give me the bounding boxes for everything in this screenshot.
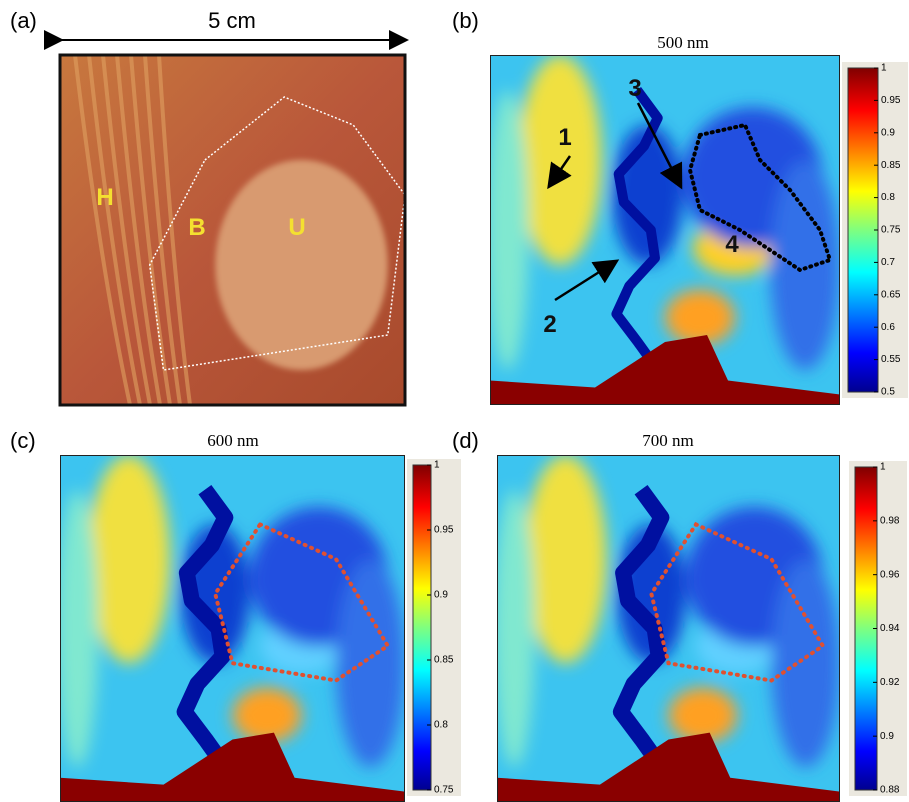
colorbar-tick-label: 0.65 bbox=[881, 289, 901, 300]
heat-blob bbox=[770, 160, 840, 370]
heatmap bbox=[490, 55, 840, 405]
colorbar-tick-label: 0.85 bbox=[881, 160, 901, 171]
heat-blob bbox=[665, 289, 735, 346]
colorbar-tick-label: 0.85 bbox=[434, 655, 454, 666]
heatmap bbox=[497, 455, 840, 802]
dotted-outline bbox=[213, 521, 391, 683]
heat-blob bbox=[524, 455, 607, 664]
annotation: H bbox=[96, 184, 113, 211]
colorbar-tick-label: 0.95 bbox=[881, 95, 901, 106]
margin bbox=[148, 96, 406, 371]
panel-label: (a) bbox=[10, 8, 37, 33]
colorbar bbox=[847, 67, 879, 393]
annotation: B bbox=[188, 214, 205, 241]
colorbar-tick-label: 1 bbox=[880, 462, 886, 473]
dark-red-region bbox=[490, 335, 840, 405]
colorbar-tick-label: 0.9 bbox=[434, 590, 448, 601]
colorbar-tick-label: 0.8 bbox=[434, 720, 448, 731]
panel: (a) 5 cm H B U bbox=[10, 8, 409, 407]
heat-blob bbox=[87, 455, 171, 664]
fold bbox=[101, 54, 152, 406]
colorbar-tick-label: 0.75 bbox=[434, 785, 454, 796]
colorbar-tick-label: 0.95 bbox=[434, 525, 454, 536]
panel: (b) 500 nm 0.5 0.55 0.6 0.65 0.7 0.75 0.8 0.85 0.9… bbox=[452, 8, 908, 405]
panel: (d) 700 nm 0.88 0.9 0.92 0.94 0.96 0.98 1 bbox=[452, 428, 907, 802]
fold bbox=[87, 54, 142, 406]
heat-blob bbox=[232, 687, 302, 744]
panel-label: (b) bbox=[452, 8, 479, 33]
colorbar-tick-label: 0.98 bbox=[880, 515, 900, 526]
panel: (c) 600 nm 0.75 0.8 0.85 0.9 0.95 1 bbox=[10, 428, 461, 802]
panel-title: 500 nm bbox=[657, 33, 708, 52]
colorbar-tick-label: 0.5 bbox=[881, 387, 895, 398]
heat-blob bbox=[60, 489, 98, 768]
dark-red-region bbox=[497, 732, 840, 802]
annotation: 1 bbox=[558, 124, 571, 151]
colorbar-tick-label: 0.7 bbox=[881, 257, 895, 268]
dark-fold bbox=[612, 484, 670, 772]
fold bbox=[143, 54, 182, 406]
heat-blob bbox=[497, 489, 535, 768]
colorbar bbox=[412, 464, 432, 791]
heat-blob bbox=[518, 55, 602, 265]
annotation: 2 bbox=[543, 311, 556, 338]
scale-label: 5 cm bbox=[208, 8, 256, 33]
colorbar-tick-label: 0.55 bbox=[881, 354, 901, 365]
heat-blobs bbox=[60, 455, 405, 768]
dark-red-region bbox=[60, 732, 405, 802]
ulcer bbox=[215, 160, 388, 370]
dotted-outline bbox=[649, 521, 826, 683]
fold bbox=[115, 54, 162, 406]
heat-blob bbox=[771, 559, 840, 768]
dark-fold bbox=[176, 484, 234, 772]
colorbar-tick-label: 1 bbox=[881, 63, 887, 74]
dark-fold bbox=[611, 87, 663, 373]
dotted-outline bbox=[687, 122, 833, 273]
fold bbox=[129, 54, 172, 406]
panel-title: 700 nm bbox=[642, 431, 693, 450]
heatmap bbox=[60, 455, 405, 802]
colorbar-tick-label: 0.96 bbox=[880, 569, 900, 580]
colorbar-tick-label: 0.88 bbox=[880, 785, 900, 796]
annotation: U bbox=[288, 214, 305, 241]
colorbar-tick-label: 0.6 bbox=[881, 322, 895, 333]
heat-blob bbox=[490, 90, 529, 370]
fold bbox=[73, 54, 132, 406]
panel-title: 600 nm bbox=[207, 431, 258, 450]
arrow bbox=[547, 155, 572, 190]
annotation: 3 bbox=[628, 75, 641, 102]
colorbar-tick-label: 0.94 bbox=[880, 623, 900, 634]
colorbar-tick-label: 1 bbox=[434, 460, 440, 471]
panel-label: (d) bbox=[452, 428, 479, 453]
heat-blob bbox=[668, 687, 738, 744]
colorbar-tick-label: 0.9 bbox=[881, 127, 895, 138]
colorbar-tick-label: 0.8 bbox=[881, 192, 895, 203]
arrow bbox=[636, 102, 683, 190]
heat-blob bbox=[336, 559, 405, 768]
colorbar-tick-label: 0.75 bbox=[881, 225, 901, 236]
colorbar-tick-label: 0.9 bbox=[880, 731, 894, 742]
colorbar-tick-label: 0.92 bbox=[880, 677, 900, 688]
panel-label: (c) bbox=[10, 428, 36, 453]
arrow bbox=[554, 259, 620, 302]
annotation: 4 bbox=[725, 231, 739, 258]
border bbox=[58, 53, 407, 407]
